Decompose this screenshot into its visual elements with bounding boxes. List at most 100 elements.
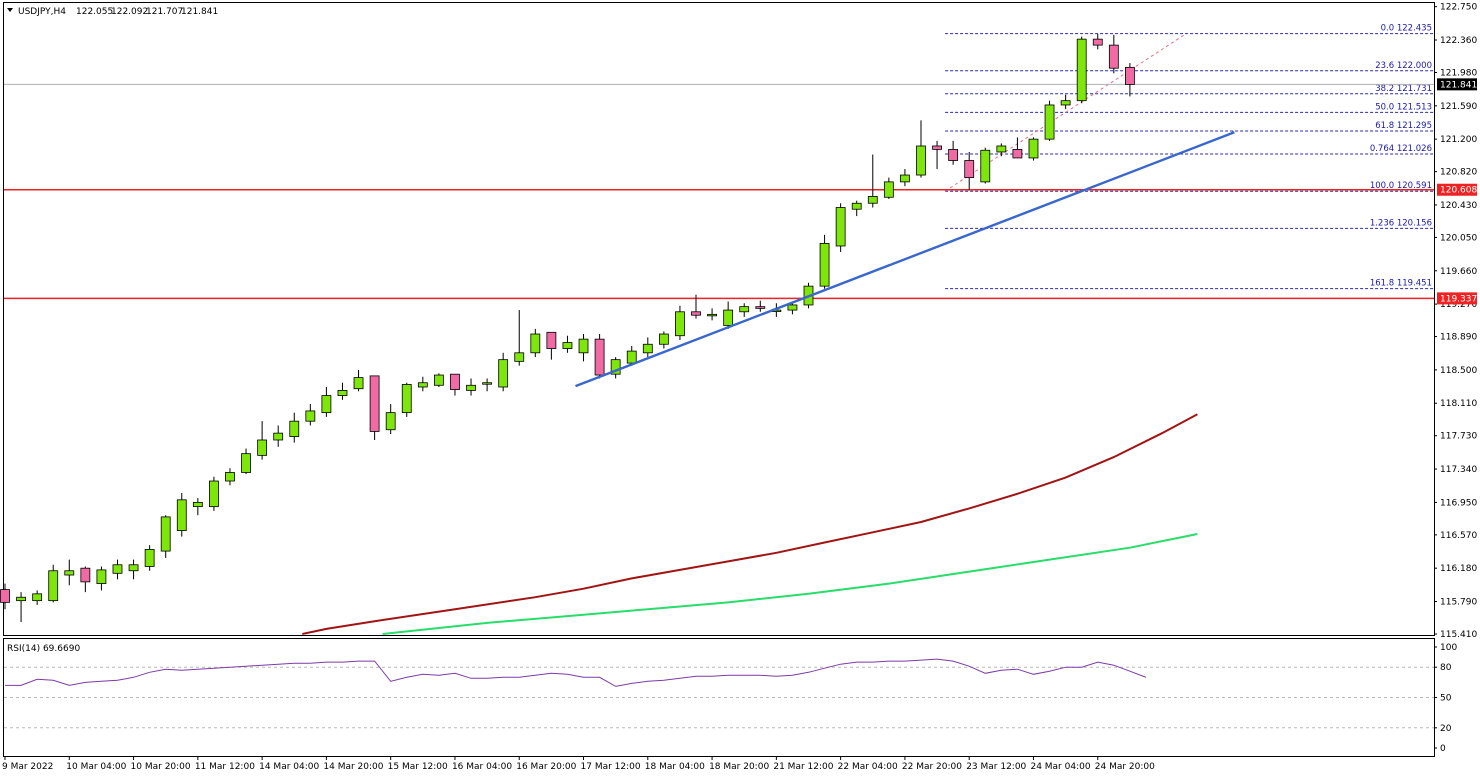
candle <box>594 334 605 379</box>
candle-body <box>209 480 219 508</box>
candle <box>707 308 717 321</box>
candle <box>321 386 332 417</box>
candle-body <box>80 567 91 583</box>
time-tick-label: 22 Mar 04:00 <box>838 762 898 772</box>
time-tick-label: 17 Mar 12:00 <box>581 762 641 772</box>
candle <box>1092 34 1103 50</box>
candle <box>289 412 300 443</box>
candle-body <box>948 148 959 161</box>
candle <box>932 140 942 170</box>
candle <box>450 373 460 396</box>
candle-body <box>996 145 1007 153</box>
candle <box>48 564 59 603</box>
time-tick-label: 24 Mar 20:00 <box>1095 762 1155 772</box>
price-tick-label: 116.570 <box>1440 531 1477 541</box>
candle <box>305 404 316 426</box>
candle <box>1044 100 1055 141</box>
candle <box>1012 137 1023 159</box>
time-tick-label: 10 Mar 20:00 <box>131 762 191 772</box>
candle-body <box>675 311 685 337</box>
candle-body <box>755 306 766 309</box>
price-tick-label: 118.500 <box>1440 366 1477 376</box>
fib-level-label: 0.0 122.435 <box>1381 24 1432 34</box>
candle-body <box>1044 104 1055 140</box>
price-axis: 122.750 122.360 121.980 121.590 121.200 120.8… <box>1434 3 1477 640</box>
candle-body <box>739 306 750 313</box>
candle <box>96 566 107 591</box>
price-tick-label: 118.110 <box>1440 399 1477 409</box>
header-symbol: USDJPY,H4 <box>18 7 66 17</box>
candle-body <box>417 382 428 388</box>
moving-average-line <box>302 413 1198 635</box>
candle <box>112 559 123 580</box>
header-low: 121.707 <box>146 7 183 17</box>
candle <box>1125 63 1135 97</box>
fib-level-label: 0.764 121.026 <box>1370 144 1432 154</box>
candle <box>337 382 348 400</box>
candle-body <box>819 243 830 287</box>
candle <box>948 140 959 165</box>
moving-average-line <box>382 533 1198 635</box>
candle <box>980 147 991 184</box>
candle <box>691 294 701 319</box>
rsi-levels <box>4 666 1434 729</box>
trendline-segment <box>575 131 1235 388</box>
candle <box>192 498 203 516</box>
price-tick-label: 116.950 <box>1440 498 1477 508</box>
candle-body <box>610 359 621 375</box>
candle <box>867 154 878 208</box>
candle <box>900 169 910 187</box>
candle-body <box>385 412 396 431</box>
price-tick-label: 119.270 <box>1440 300 1477 310</box>
candle-body <box>867 196 878 204</box>
candle-body <box>626 350 637 364</box>
candle-body <box>980 149 991 183</box>
candle-body <box>16 596 26 602</box>
header-open: 122.055 <box>76 7 113 17</box>
price-tick-label: 121.980 <box>1440 68 1477 78</box>
candle-body <box>1108 44 1119 69</box>
candle <box>739 303 750 317</box>
candle-body <box>337 390 348 396</box>
candle-body <box>578 338 589 354</box>
fib-level-label: 38.2 121.731 <box>1375 84 1432 94</box>
candle <box>417 376 428 392</box>
candle <box>401 382 412 417</box>
rsi-tick-label: 20 <box>1440 724 1452 734</box>
candle-body <box>48 570 59 602</box>
candle-body <box>835 207 846 247</box>
time-axis: 9 Mar 2022 10 Mar 04:00 10 Mar 20:00 11 Mar… <box>2 756 1155 772</box>
candle-body <box>273 432 284 441</box>
rsi-tick-label: 100 <box>1440 643 1457 653</box>
candle-body <box>691 311 701 316</box>
candle-body <box>1012 148 1023 159</box>
candle-body <box>450 373 460 390</box>
time-tick-label: 23 Mar 12:00 <box>966 762 1026 772</box>
candle-body <box>241 453 251 473</box>
candle <box>851 200 862 217</box>
support-level-tag <box>1437 183 1477 196</box>
candle-body <box>112 564 123 574</box>
current-price-tag-label: 121.841 <box>1440 80 1477 90</box>
candle <box>209 476 219 511</box>
candle-body <box>642 343 653 354</box>
candle <box>1060 94 1071 110</box>
price-tick-label: 121.590 <box>1440 102 1477 112</box>
candle-body <box>883 181 894 198</box>
time-tick-label: 16 Mar 20:00 <box>516 762 576 772</box>
price-tick-label: 116.180 <box>1440 564 1477 574</box>
time-tick-label: 21 Mar 12:00 <box>773 762 833 772</box>
candle <box>578 334 589 362</box>
candle <box>0 583 10 610</box>
dropdown-icon[interactable] <box>7 8 13 12</box>
fibonacci-retracement: 0.0 122.435 23.6 122.000 38.2 121.731 50.0 … <box>944 24 1434 290</box>
candle <box>433 373 444 387</box>
candle-body <box>723 309 734 326</box>
candle <box>482 378 493 392</box>
candle <box>353 369 364 392</box>
fib-level-label: 100.0 120.591 <box>1370 181 1432 191</box>
candle-body <box>514 352 525 362</box>
candle <box>675 305 685 340</box>
candle <box>546 331 557 360</box>
time-tick-label: 9 Mar 2022 <box>2 762 53 772</box>
